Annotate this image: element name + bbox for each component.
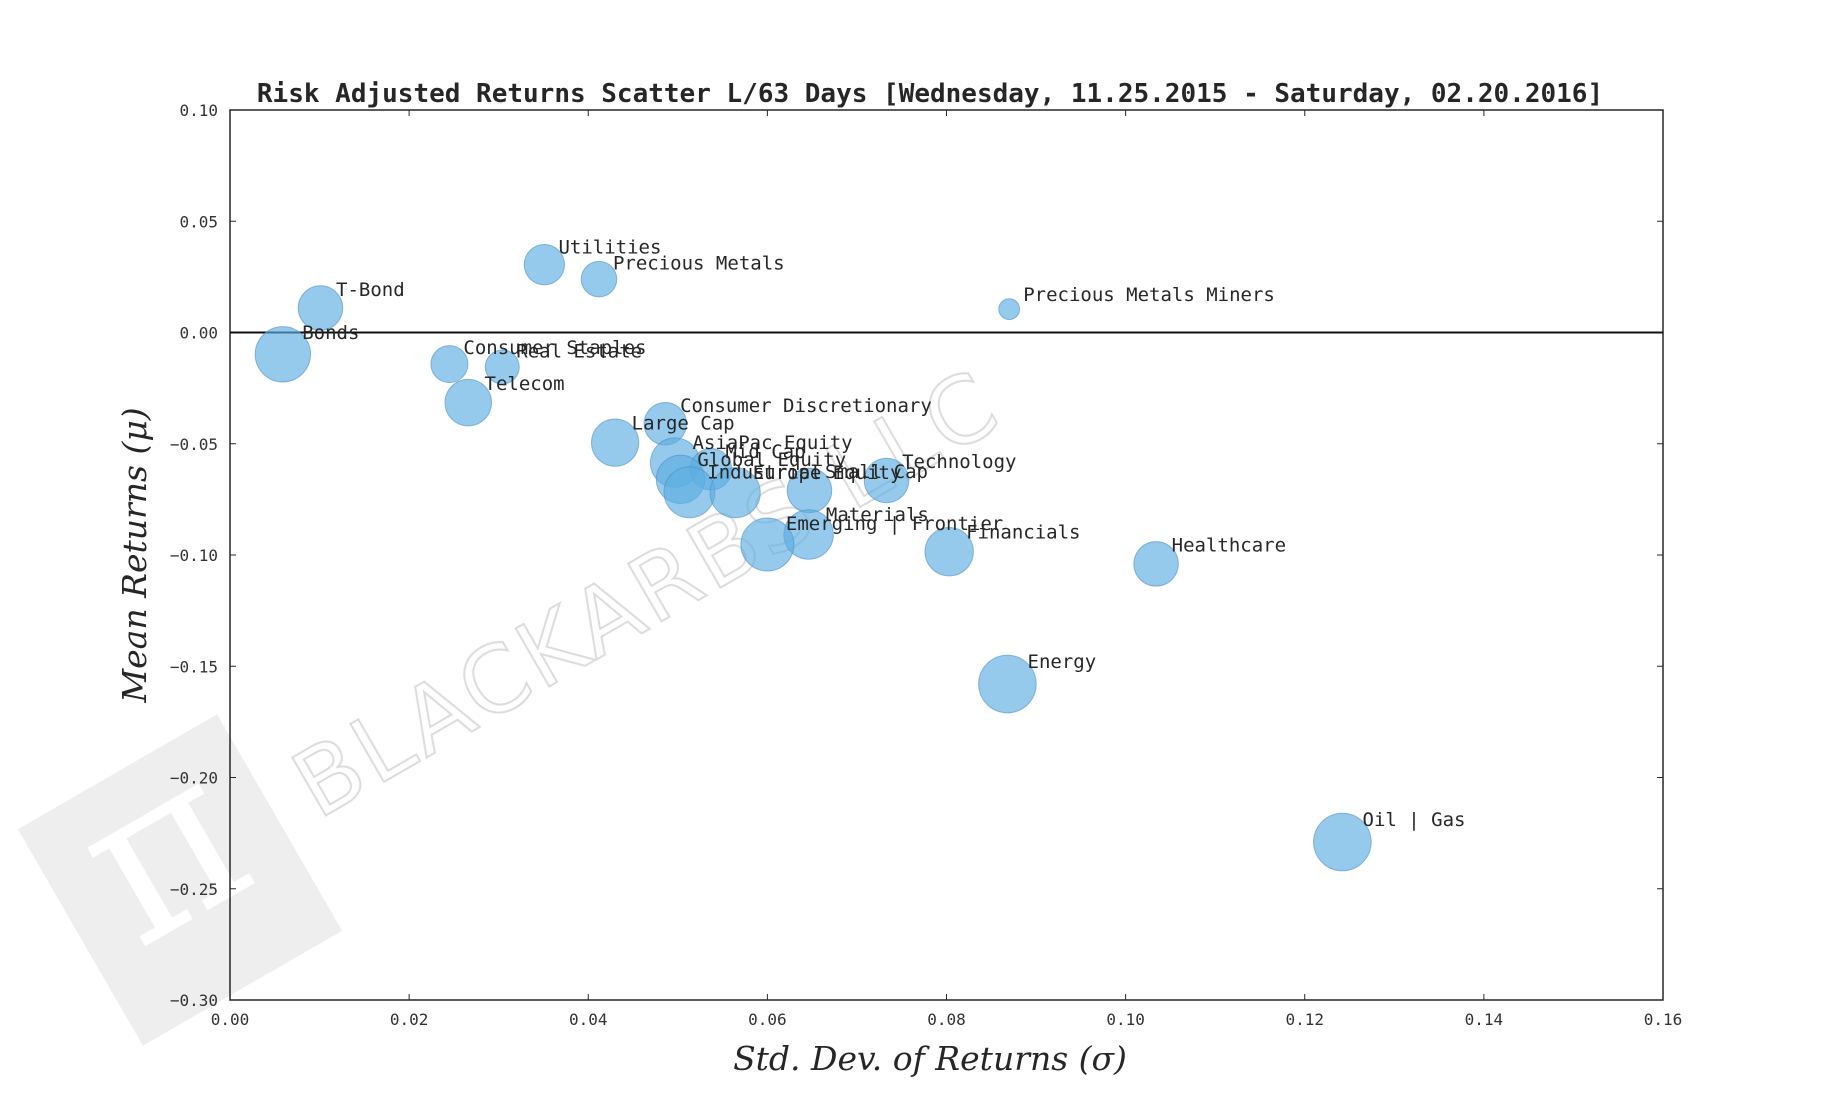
scatter-point xyxy=(863,457,910,504)
axis-ticks: 0.00 0.02 0.04 0.06 0.08 0.10 0.12 0.14 0.16 0.10… xyxy=(170,101,1682,1029)
x-tick-label: 0.16 xyxy=(1644,1010,1683,1029)
x-tick-label: 0.00 xyxy=(211,1010,250,1029)
chart-title: Risk Adjusted Returns Scatter L/63 Days … xyxy=(257,79,1603,109)
scatter-point xyxy=(924,526,974,577)
y-tick-label: −0.05 xyxy=(170,435,218,454)
x-tick-label: 0.12 xyxy=(1285,1010,1324,1029)
point-label: Technology xyxy=(902,451,1016,473)
y-tick-label: −0.25 xyxy=(170,880,218,899)
point-label: Precious Metals Miners xyxy=(1023,284,1275,306)
y-tick-label: −0.30 xyxy=(170,991,218,1010)
scatter-point xyxy=(1313,812,1372,872)
x-tick-label: 0.08 xyxy=(927,1010,966,1029)
point-label: Emerging | Frontier xyxy=(786,513,1003,535)
point-label: Oil | Gas xyxy=(1363,809,1466,831)
point-label: Telecom xyxy=(485,373,565,395)
point-label: AsiaPac Equity xyxy=(692,432,852,454)
point-label: Industrial xyxy=(707,461,821,483)
scatter-point xyxy=(444,378,492,427)
scatter-point xyxy=(523,244,565,286)
point-label: Consumer Staples xyxy=(463,337,646,359)
scatter-point xyxy=(1133,541,1179,587)
scatter-point xyxy=(740,517,795,572)
x-tick-label: 0.04 xyxy=(569,1010,608,1029)
y-tick-label: −0.10 xyxy=(170,546,218,565)
point-label: Financials xyxy=(966,521,1080,543)
point-label: Energy xyxy=(1028,651,1097,673)
point-label: Global Equity xyxy=(697,449,846,471)
point-label: Precious Metals xyxy=(613,252,785,274)
scatter-point xyxy=(580,260,618,298)
y-tick-label: 0.00 xyxy=(179,324,218,343)
point-label: Utilities xyxy=(558,237,661,259)
point-label: Real Estate xyxy=(516,341,642,363)
x-axis-label: Std. Dev. of Returns (σ) xyxy=(733,1039,1127,1078)
x-tick-label: 0.10 xyxy=(1106,1010,1145,1029)
y-tick-label: 0.05 xyxy=(179,212,218,231)
point-label: Healthcare xyxy=(1172,535,1286,557)
y-tick-label: −0.15 xyxy=(170,657,218,676)
point-label: Mid Cap xyxy=(725,441,805,463)
y-tick-label: −0.20 xyxy=(170,769,218,788)
scatter-point xyxy=(709,467,761,519)
point-label: T-Bond xyxy=(336,279,405,301)
point-label: Materials xyxy=(826,504,929,526)
scatter-point xyxy=(254,326,312,383)
x-tick-label: 0.14 xyxy=(1465,1010,1504,1029)
scatter-point xyxy=(484,349,520,385)
y-axis-label: Mean Returns (μ) xyxy=(115,407,154,703)
scatter-point xyxy=(430,345,469,384)
scatter-point xyxy=(998,298,1021,321)
y-tick-label: 0.10 xyxy=(179,101,218,120)
point-label: Bonds xyxy=(302,322,359,344)
scatter-points xyxy=(254,244,1372,872)
point-label: Large Cap xyxy=(632,413,735,435)
x-tick-label: 0.06 xyxy=(748,1010,787,1029)
point-label: Small Cap xyxy=(825,461,928,483)
x-tick-label: 0.02 xyxy=(390,1010,429,1029)
scatter-point xyxy=(297,285,344,331)
point-label: Consumer Discretionary xyxy=(680,395,932,417)
scatter-point xyxy=(978,654,1037,714)
scatter-point xyxy=(590,418,640,467)
point-label: Europe Equity xyxy=(753,462,902,484)
